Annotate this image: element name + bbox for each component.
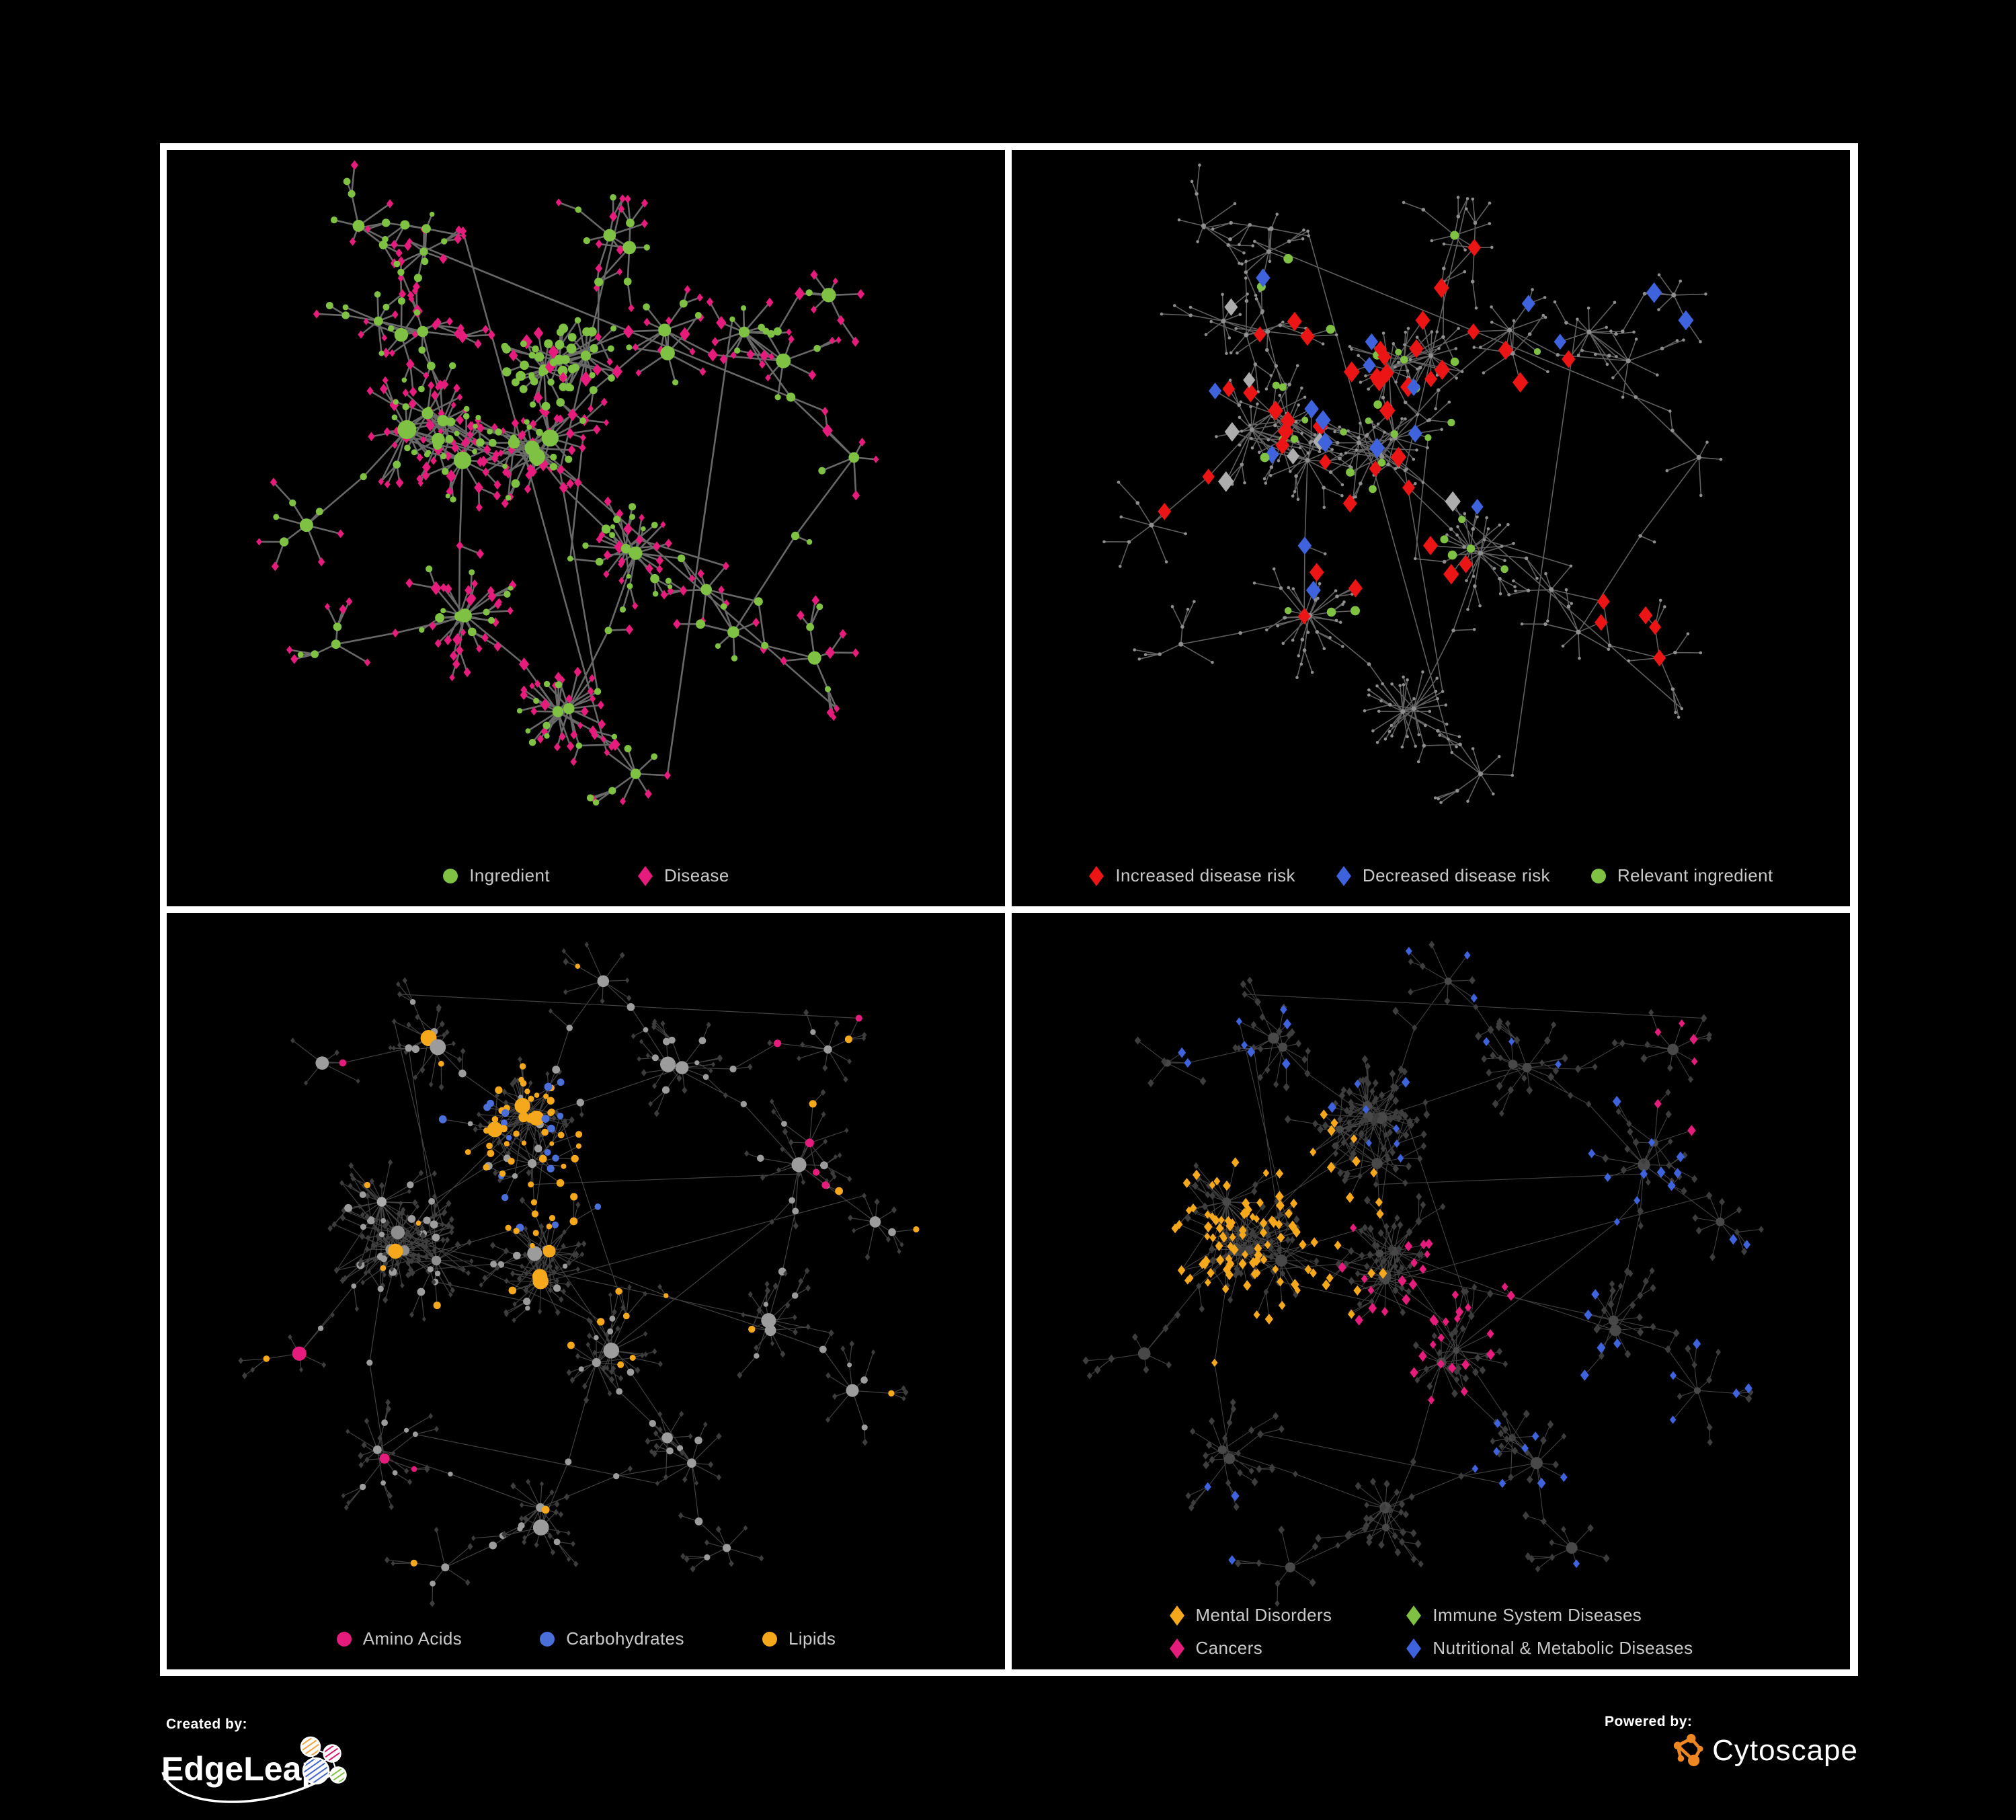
legend-disease-classes: Mental Disorders Immune System Diseases … — [1012, 1605, 1850, 1659]
immune-system-diamond-icon — [1406, 1605, 1422, 1626]
mental-disorders-diamond-icon — [1169, 1605, 1185, 1626]
legend-item: Disease — [637, 865, 729, 886]
legend-item: Mental Disorders — [1169, 1605, 1332, 1626]
ingredient-circle-icon — [442, 866, 458, 886]
network-graph-ingredient-disease — [256, 160, 879, 806]
network-edges — [1086, 944, 1761, 1604]
increased-risk-diamond-icon — [1088, 865, 1104, 886]
amino-acids-circle-icon — [336, 1629, 352, 1649]
edgeleap-swoosh — [161, 1770, 338, 1803]
legend-label: Amino Acids — [362, 1628, 462, 1649]
legend-item: Cancers — [1169, 1638, 1332, 1659]
legend-item: Relevant ingredient — [1590, 865, 1773, 886]
legend-item: Nutritional & Metabolic Diseases — [1406, 1638, 1693, 1659]
legend-label: Increased disease risk — [1115, 865, 1295, 885]
legend-label: Decreased disease risk — [1362, 865, 1550, 885]
network-nodes — [1102, 163, 1723, 804]
legend-item: Carbohydrates — [539, 1628, 684, 1649]
disease-diamond-icon — [637, 865, 653, 886]
four-panel-frame: Ingredient Disease Increased disease ris… — [160, 143, 1858, 1676]
legend-label: Carbohydrates — [566, 1628, 684, 1649]
edgeleap-wordmark: EdgeLeap — [161, 1750, 322, 1788]
network-graph-disease-classes — [1082, 941, 1764, 1607]
edgeleap-node-magenta — [323, 1744, 341, 1763]
decreased-risk-diamond-icon — [1336, 865, 1352, 886]
carbohydrates-circle-icon — [539, 1629, 555, 1649]
relevant-ingredient-circle-icon — [1590, 866, 1607, 886]
cytoscape-wordmark: Cytoscape — [1712, 1734, 1858, 1767]
panel-disease-classes: Mental Disorders Immune System Diseases … — [1012, 913, 1850, 1669]
nutritional-metabolic-diamond-icon — [1406, 1638, 1422, 1659]
edgeleap-node-green — [329, 1766, 347, 1784]
legend-label: Relevant ingredient — [1617, 865, 1773, 885]
legend-label: Mental Disorders — [1195, 1605, 1332, 1625]
legend-item: Ingredient — [442, 865, 550, 886]
legend-label: Immune System Diseases — [1433, 1605, 1642, 1625]
network-graph-nutrient-classes — [238, 941, 920, 1608]
network-nodes — [238, 941, 920, 1608]
panel-nutrient-classes: Amino Acids Carbohydrates Lipids — [167, 913, 1005, 1669]
network-nodes — [1082, 941, 1764, 1607]
edgeleap-node-orange — [300, 1736, 321, 1757]
network-graph-disease-risk — [1102, 163, 1723, 804]
edgeleap-logo: EdgeLeap — [161, 1736, 347, 1803]
legend-label: Disease — [663, 865, 729, 885]
legend-label: Cancers — [1195, 1638, 1263, 1658]
cytoscape-network-glyph-icon — [1673, 1734, 1703, 1767]
network-edges — [241, 944, 916, 1604]
panel-ingredient-disease: Ingredient Disease — [167, 150, 1005, 906]
legend-item: Decreased disease risk — [1336, 865, 1550, 886]
lipids-circle-icon — [762, 1629, 778, 1649]
legend-disease-risk: Increased disease risk Decreased disease… — [1012, 865, 1850, 886]
powered-by-label: Powered by: — [1605, 1714, 1693, 1729]
legend-label: Lipids — [788, 1628, 836, 1649]
panel-disease-risk: Increased disease risk Decreased disease… — [1012, 150, 1850, 906]
legend-item: Immune System Diseases — [1406, 1605, 1693, 1626]
legend-label: Nutritional & Metabolic Diseases — [1433, 1638, 1693, 1658]
created-by-label: Created by: — [166, 1716, 248, 1732]
cytoscape-logo: Cytoscape — [1672, 1732, 1858, 1770]
legend-ingredient-disease: Ingredient Disease — [167, 865, 1005, 886]
edgeleap-node-blue — [302, 1757, 330, 1785]
edgeleap-network-glyph-icon — [300, 1736, 347, 1785]
network-nodes — [256, 160, 879, 806]
cancers-diamond-icon — [1169, 1638, 1185, 1659]
legend-item: Lipids — [762, 1628, 836, 1649]
legend-item: Increased disease risk — [1088, 865, 1295, 886]
legend-label: Ingredient — [469, 865, 550, 885]
legend-nutrient-classes: Amino Acids Carbohydrates Lipids — [167, 1628, 1005, 1649]
legend-item: Amino Acids — [336, 1628, 462, 1649]
